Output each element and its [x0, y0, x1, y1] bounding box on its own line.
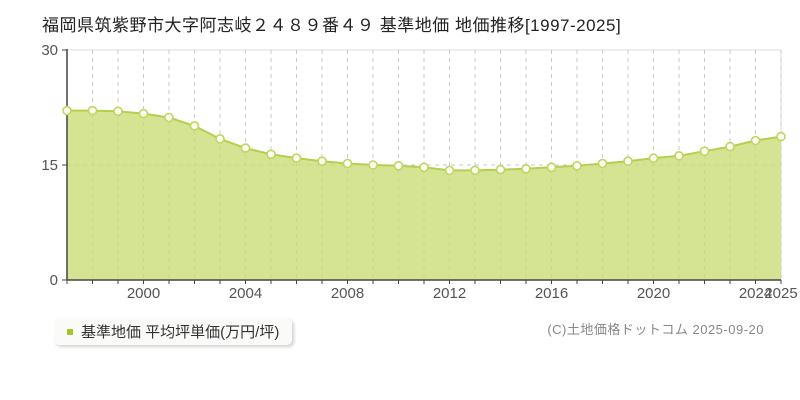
legend-label: 基準地価 平均坪単価(万円/坪) — [81, 324, 280, 341]
data-point-1998 — [87, 105, 98, 116]
data-point-2011 — [419, 162, 429, 173]
x-tick-label-2016: 2016 — [535, 285, 568, 302]
x-tick-label-2020: 2020 — [637, 285, 670, 302]
legend: 基準地価 平均坪単価(万円/坪) — [54, 318, 293, 345]
x-tick-label-2025: 2025 — [764, 285, 797, 302]
data-point-2000 — [138, 108, 149, 119]
data-point-2014 — [495, 164, 506, 175]
copyright-text: (C)土地価格ドットコム 2025-09-20 — [547, 322, 764, 337]
data-point-2004 — [240, 143, 251, 153]
x-tick-label-2012: 2012 — [433, 285, 466, 302]
data-point-2018 — [597, 158, 608, 169]
legend-series-swatch-icon — [67, 328, 73, 335]
data-point-2024 — [750, 135, 761, 146]
data-point-2001 — [164, 112, 174, 123]
page-title: 福岡県筑紫野市大字阿志岐２４８９番４９ 基準地価 地価推移[1997-2025] — [42, 16, 622, 35]
x-tick-label-2004: 2004 — [229, 285, 262, 302]
x-tick-label-2000: 2000 — [127, 285, 160, 302]
y-tick-label-0: 0 — [50, 272, 58, 289]
data-point-2016 — [546, 162, 557, 173]
data-point-1997 — [62, 105, 72, 116]
data-point-2022 — [699, 146, 710, 156]
data-point-2012 — [444, 165, 455, 176]
x-tick-label-2008: 2008 — [331, 285, 364, 302]
y-tick-label-15: 15 — [41, 157, 58, 174]
data-point-2020 — [648, 153, 659, 163]
data-point-2023 — [725, 141, 735, 152]
data-point-2003 — [215, 134, 225, 144]
y-tick-label-30: 30 — [41, 42, 58, 59]
x-tick-label-2024: 2024 — [739, 285, 772, 302]
data-point-2017 — [572, 161, 582, 171]
data-point-2007 — [317, 156, 327, 166]
data-point-2005 — [266, 149, 276, 160]
data-point-2009 — [368, 160, 378, 170]
data-point-2008 — [342, 158, 353, 169]
data-point-2021 — [674, 151, 684, 161]
data-point-2015 — [521, 164, 531, 174]
data-point-1999 — [113, 106, 123, 117]
data-point-2019 — [623, 156, 633, 166]
data-point-2010 — [393, 161, 404, 171]
series-area-fill — [67, 110, 781, 280]
data-point-2002 — [189, 121, 200, 131]
data-point-2006 — [291, 153, 302, 163]
data-point-2025 — [776, 131, 786, 142]
data-point-2013 — [470, 165, 480, 176]
